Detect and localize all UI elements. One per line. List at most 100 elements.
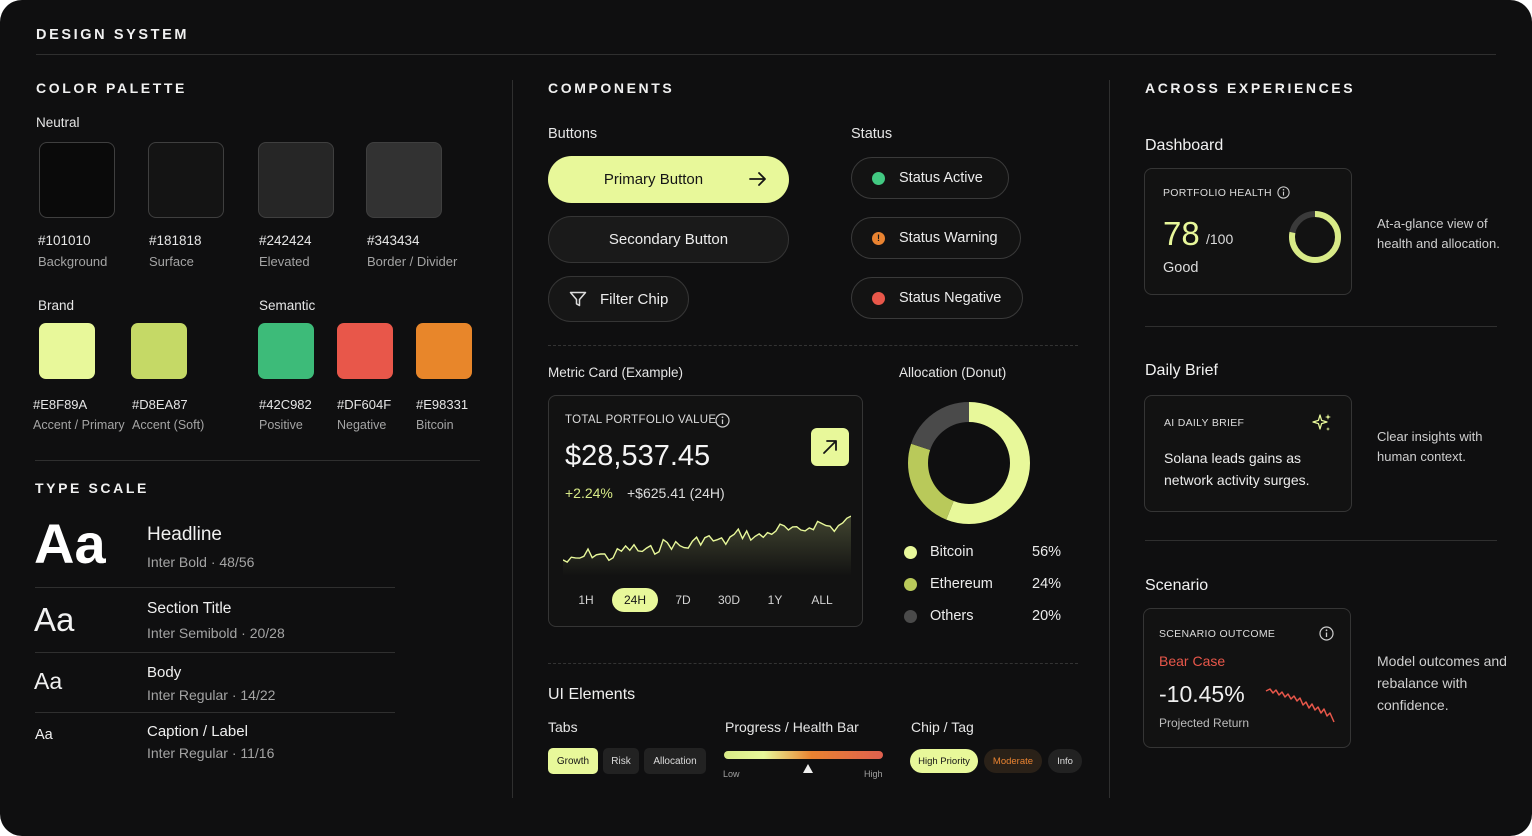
health-low-label: Low xyxy=(723,769,740,779)
tab-allocation[interactable]: Allocation xyxy=(644,748,706,774)
section-title-spec: Inter Semibold · 20/28 xyxy=(147,625,285,641)
health-score: 78 xyxy=(1163,215,1200,252)
timeframe-24h[interactable]: 24H xyxy=(612,588,658,612)
tabs-label: Tabs xyxy=(548,719,578,735)
scenario-description: Model outcomes and rebalance with confid… xyxy=(1377,653,1507,713)
swatch-surface xyxy=(148,142,224,218)
filter-chip[interactable]: Filter Chip xyxy=(548,276,689,322)
color-palette-title: COLOR PALETTE xyxy=(36,80,187,96)
scenario-card: SCENARIO OUTCOME Bear Case -10.45% Proje… xyxy=(1143,608,1351,748)
palette-divider xyxy=(35,460,480,461)
health-rating: Good xyxy=(1163,260,1199,276)
caption-name: Caption / Label xyxy=(147,723,248,740)
page-title: DESIGN SYSTEM xyxy=(36,27,190,43)
metric-change-abs: +$625.41 (24H) xyxy=(627,485,725,501)
column-divider-2 xyxy=(1109,80,1110,798)
swatch-name: Negative xyxy=(337,418,387,432)
body-name: Body xyxy=(147,664,182,681)
dashboard-description: At-a-glance view of health and allocatio… xyxy=(1377,216,1500,251)
chip-label: Chip / Tag xyxy=(911,719,974,735)
type-divider xyxy=(35,712,395,713)
sparkline-chart xyxy=(563,515,851,576)
tab-risk[interactable]: Risk xyxy=(603,748,639,774)
swatch-hex: #343434 xyxy=(367,233,420,248)
body-sample: Aa xyxy=(34,668,63,694)
primary-button[interactable]: Primary Button xyxy=(548,156,789,203)
legend-others: Others xyxy=(930,608,974,624)
section-title-sample: Aa xyxy=(34,601,75,638)
components-divider xyxy=(548,663,1078,664)
swatch-elevated xyxy=(258,142,334,218)
type-divider xyxy=(35,652,395,653)
column-divider-1 xyxy=(512,80,513,798)
health-ring xyxy=(1289,211,1341,263)
info-icon[interactable] xyxy=(715,413,730,428)
health-high-label: High xyxy=(864,769,883,779)
allocation-label: Allocation (Donut) xyxy=(899,365,1007,380)
chip-moderate[interactable]: Moderate xyxy=(984,749,1042,773)
brand-label: Brand xyxy=(38,298,75,313)
legend-ethereum: Ethereum xyxy=(930,576,993,592)
trend-button[interactable] xyxy=(811,428,849,466)
swatch-hex: #D8EA87 xyxy=(132,397,188,412)
scenario-label: Scenario xyxy=(1145,577,1209,594)
scenario-sparkline xyxy=(1265,688,1335,723)
swatch-hex: #E8F89A xyxy=(33,397,88,412)
swatch-name: Border / Divider xyxy=(367,254,458,269)
components-title: COMPONENTS xyxy=(548,80,675,96)
timeframe-1y[interactable]: 1Y xyxy=(767,593,783,607)
chip-info[interactable]: Info xyxy=(1048,749,1082,773)
legend-bitcoin-pct: 56% xyxy=(1032,544,1062,560)
secondary-button[interactable]: Secondary Button xyxy=(548,216,789,263)
swatch-hex: #101010 xyxy=(38,233,91,248)
swatch-border xyxy=(366,142,442,218)
experiences-divider xyxy=(1145,540,1497,541)
daily-brief-title: AI DAILY BRIEF xyxy=(1164,417,1245,429)
tab-growth[interactable]: Growth xyxy=(548,748,598,774)
metric-change-pct: +2.24% xyxy=(565,485,613,501)
arrow-right-icon xyxy=(749,172,766,186)
caption-spec: Inter Regular · 11/16 xyxy=(147,745,275,761)
status-negative: Status Negative xyxy=(851,277,1023,319)
timeframe-all[interactable]: ALL xyxy=(811,593,833,607)
swatch-name: Accent / Primary xyxy=(33,418,125,432)
experiences-title: ACROSS EXPERIENCES xyxy=(1145,80,1356,96)
health-bar xyxy=(724,751,883,759)
ui-elements-label: UI Elements xyxy=(548,686,636,703)
dashboard-label: Dashboard xyxy=(1145,137,1224,154)
status-label: Status xyxy=(851,126,893,142)
neutral-label: Neutral xyxy=(36,115,80,130)
swatch-accent-soft xyxy=(131,323,187,379)
filter-icon xyxy=(569,291,587,307)
swatch-negative xyxy=(337,323,393,379)
type-divider xyxy=(35,587,395,588)
timeframe-30d[interactable]: 30D xyxy=(717,593,740,607)
swatch-accent-primary xyxy=(39,323,95,379)
status-warning: ! Status Warning xyxy=(851,217,1021,259)
legend-bitcoin: Bitcoin xyxy=(930,544,974,560)
chip-high-priority[interactable]: High Priority xyxy=(910,749,978,773)
caption-sample: Aa xyxy=(35,727,53,743)
legend-ethereum-pct: 24% xyxy=(1032,576,1062,592)
status-dot-negative xyxy=(872,291,885,305)
experiences-divider xyxy=(1145,326,1497,327)
scenario-title: SCENARIO OUTCOME xyxy=(1159,628,1276,640)
legend-others-pct: 20% xyxy=(1032,608,1062,624)
swatch-bitcoin xyxy=(416,323,472,379)
scenario-case: Bear Case xyxy=(1159,653,1226,669)
info-icon[interactable] xyxy=(1319,626,1334,641)
swatch-name: Background xyxy=(38,254,108,269)
timeframe-1h[interactable]: 1H xyxy=(578,593,594,607)
swatch-hex: #DF604F xyxy=(337,397,392,412)
metric-card-label: Metric Card (Example) xyxy=(548,365,684,380)
timeframe-7d[interactable]: 7D xyxy=(675,593,691,607)
buttons-label: Buttons xyxy=(548,126,598,142)
status-active: Status Active xyxy=(851,157,1009,199)
info-icon[interactable] xyxy=(1277,186,1290,199)
section-title-name: Section Title xyxy=(147,600,232,617)
status-dot-active xyxy=(872,171,885,185)
portfolio-health-card: PORTFOLIO HEALTH 78 /100 Good xyxy=(1144,168,1352,295)
headline-sample: Aa xyxy=(34,512,106,575)
semantic-label: Semantic xyxy=(259,298,316,313)
